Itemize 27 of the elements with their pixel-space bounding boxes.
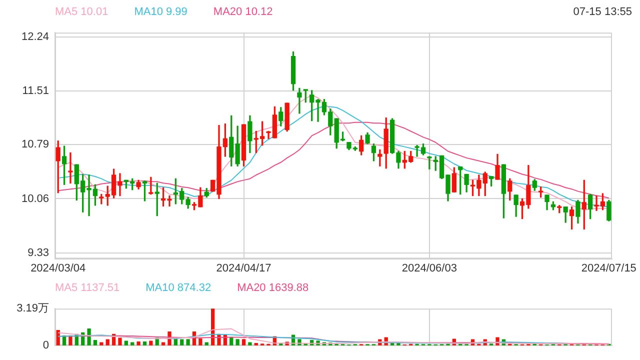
bar — [198, 338, 202, 346]
bar — [186, 339, 190, 346]
text: MA20 1639.88 — [237, 282, 309, 294]
x-tick-label: 2024/06/03 — [402, 262, 457, 274]
text: MA10 9.99 — [134, 6, 188, 18]
y-tick-label: 10.79 — [21, 138, 49, 151]
bar — [118, 338, 122, 346]
y-tick-label: 10.06 — [21, 192, 49, 205]
text: 07-15 13:55 — [573, 5, 632, 20]
y-tick-label: 12.24 — [21, 31, 49, 44]
y-tick-label: 3.19万 — [16, 302, 49, 315]
text: MA20 10.12 — [213, 6, 273, 18]
bar — [149, 340, 153, 346]
text: MA5 10.01 — [55, 6, 108, 18]
x-tick-label: 2024/04/17 — [216, 262, 272, 274]
y-tick-label: 0 — [42, 339, 49, 352]
y-tick-label: 11.51 — [22, 85, 49, 98]
bar — [236, 339, 240, 346]
y-tick-label: 9.33 — [28, 246, 49, 259]
bar — [136, 341, 140, 346]
x-tick-label: 2024/03/04 — [30, 262, 86, 274]
x-tick-label: 2024/07/15 — [581, 262, 636, 274]
bar — [242, 339, 246, 346]
bar — [396, 342, 400, 346]
text: MA10 874.32 — [146, 282, 212, 294]
bar — [87, 328, 91, 346]
text: MA5 1137.51 — [55, 282, 120, 294]
